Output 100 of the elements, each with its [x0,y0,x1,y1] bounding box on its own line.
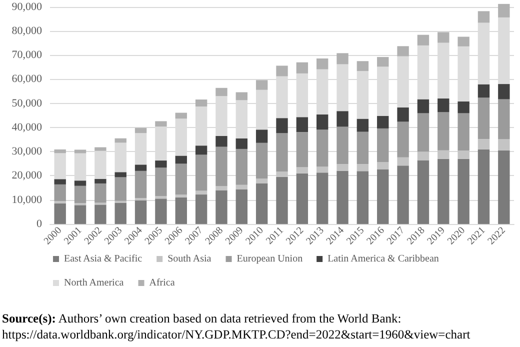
y-tick-label: 70,000 [12,49,42,62]
bar [175,197,187,224]
bar [296,62,308,74]
bar [336,111,348,127]
bar [54,149,66,154]
bar [417,152,430,160]
bar [114,172,126,178]
bar [356,118,369,132]
legend-label: Africa [149,278,176,288]
legend-label: East Asia & Pacific [64,254,143,264]
bar [458,150,470,159]
bar [256,130,268,143]
bar [417,113,430,152]
bar [155,121,167,127]
bar [175,156,187,164]
bar [94,147,106,151]
bar [336,53,348,64]
bar [438,158,450,224]
bar [216,88,228,96]
bar [498,99,510,140]
bar [74,150,86,154]
bar [175,112,187,119]
bar [438,150,450,159]
bar [134,164,147,171]
bar [478,139,490,150]
bar [336,170,348,224]
y-tick-label: 80,000 [12,24,42,37]
bar [417,160,430,224]
bar [276,133,288,172]
bar [155,196,167,199]
bar [438,32,450,43]
bar [397,157,409,166]
bar [397,166,409,224]
bar [216,146,228,186]
y-tick-label: 0 [36,218,42,230]
bar [94,183,106,203]
bar [478,98,490,140]
bar [336,164,348,171]
bar [134,170,147,198]
bar [74,180,86,186]
y-tick-label: 20,000 [12,170,42,182]
bar [377,162,389,170]
bar [377,57,389,67]
bar [155,198,167,224]
legend-label: Latin America & Caribbean [328,254,439,264]
bar [356,61,369,72]
y-tick-label: 40,000 [12,121,42,134]
bar [417,99,430,114]
bar [155,168,167,196]
bar [478,84,490,98]
bar [256,80,268,90]
bar [397,107,409,122]
x-tick-label: 2011 [264,225,286,247]
bar [356,132,369,164]
y-tick-label: 90,000 [12,0,42,13]
bar [195,194,208,224]
bar [498,4,510,18]
bar [498,139,510,150]
bar [74,186,86,204]
bar [195,146,208,155]
bar [276,66,288,76]
bar [175,194,187,198]
bar [236,189,248,224]
bar [296,167,308,174]
y-tick-label: 30,000 [12,146,42,158]
bar [276,172,288,177]
y-tick-label: 60,000 [12,73,42,86]
bar [256,178,268,184]
legend-label: European Union [236,254,303,264]
bar [296,173,308,224]
bar [256,183,268,224]
bar [377,169,389,224]
bar [397,122,409,158]
bar [74,205,86,224]
bar [54,179,66,184]
bar [296,117,308,132]
bar [195,190,208,195]
bar [236,138,248,149]
bar [438,98,450,112]
bar [94,178,106,184]
bar [458,101,470,114]
bar [356,164,369,172]
bar [216,190,228,224]
bar [498,84,510,100]
bar [195,154,208,191]
x-tick-label: 2021 [466,225,488,248]
x-tick-label: 2001 [62,225,84,248]
bar [356,171,369,224]
bar [216,186,228,190]
bar [155,160,167,168]
bar [94,204,106,224]
bar [336,126,348,164]
bar [478,149,490,224]
text: https://data.worldbank.org/indicator/NY.GDP.MKTP.CD?end=2022&start=1960&view=chart [2,328,471,342]
legend-label: South Asia [168,254,212,264]
legend-label: North America [64,278,124,288]
bar [236,92,248,100]
y-tick-label: 50,000 [12,97,42,110]
bar [458,113,470,151]
bar [134,128,147,134]
